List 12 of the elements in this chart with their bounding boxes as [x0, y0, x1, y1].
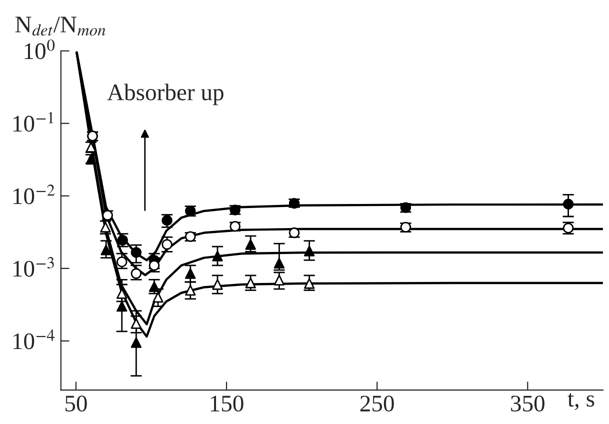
y-tick-label: 10$^{−4}$ — [13, 330, 55, 350]
annotation: Absorber up — [107, 84, 224, 106]
x-axis-title: t, s — [568, 393, 594, 410]
x-tick-label: 150 — [210, 396, 244, 412]
y-tick-label: 10$^{−2}$ — [13, 184, 55, 204]
x-tick-label: 350 — [511, 396, 544, 412]
y-tick-label: 10$^{0}$ — [24, 39, 55, 60]
y-tick-label: 10$^{−3}$ — [13, 257, 54, 277]
x-tick-label: 250 — [360, 396, 394, 412]
y-tick-label: 10$^{−1}$ — [13, 112, 54, 132]
x-tick-label: 50 — [66, 396, 87, 412]
y-axis-title: N$_{det}$/N$_{mon}$ — [15, 16, 106, 36]
